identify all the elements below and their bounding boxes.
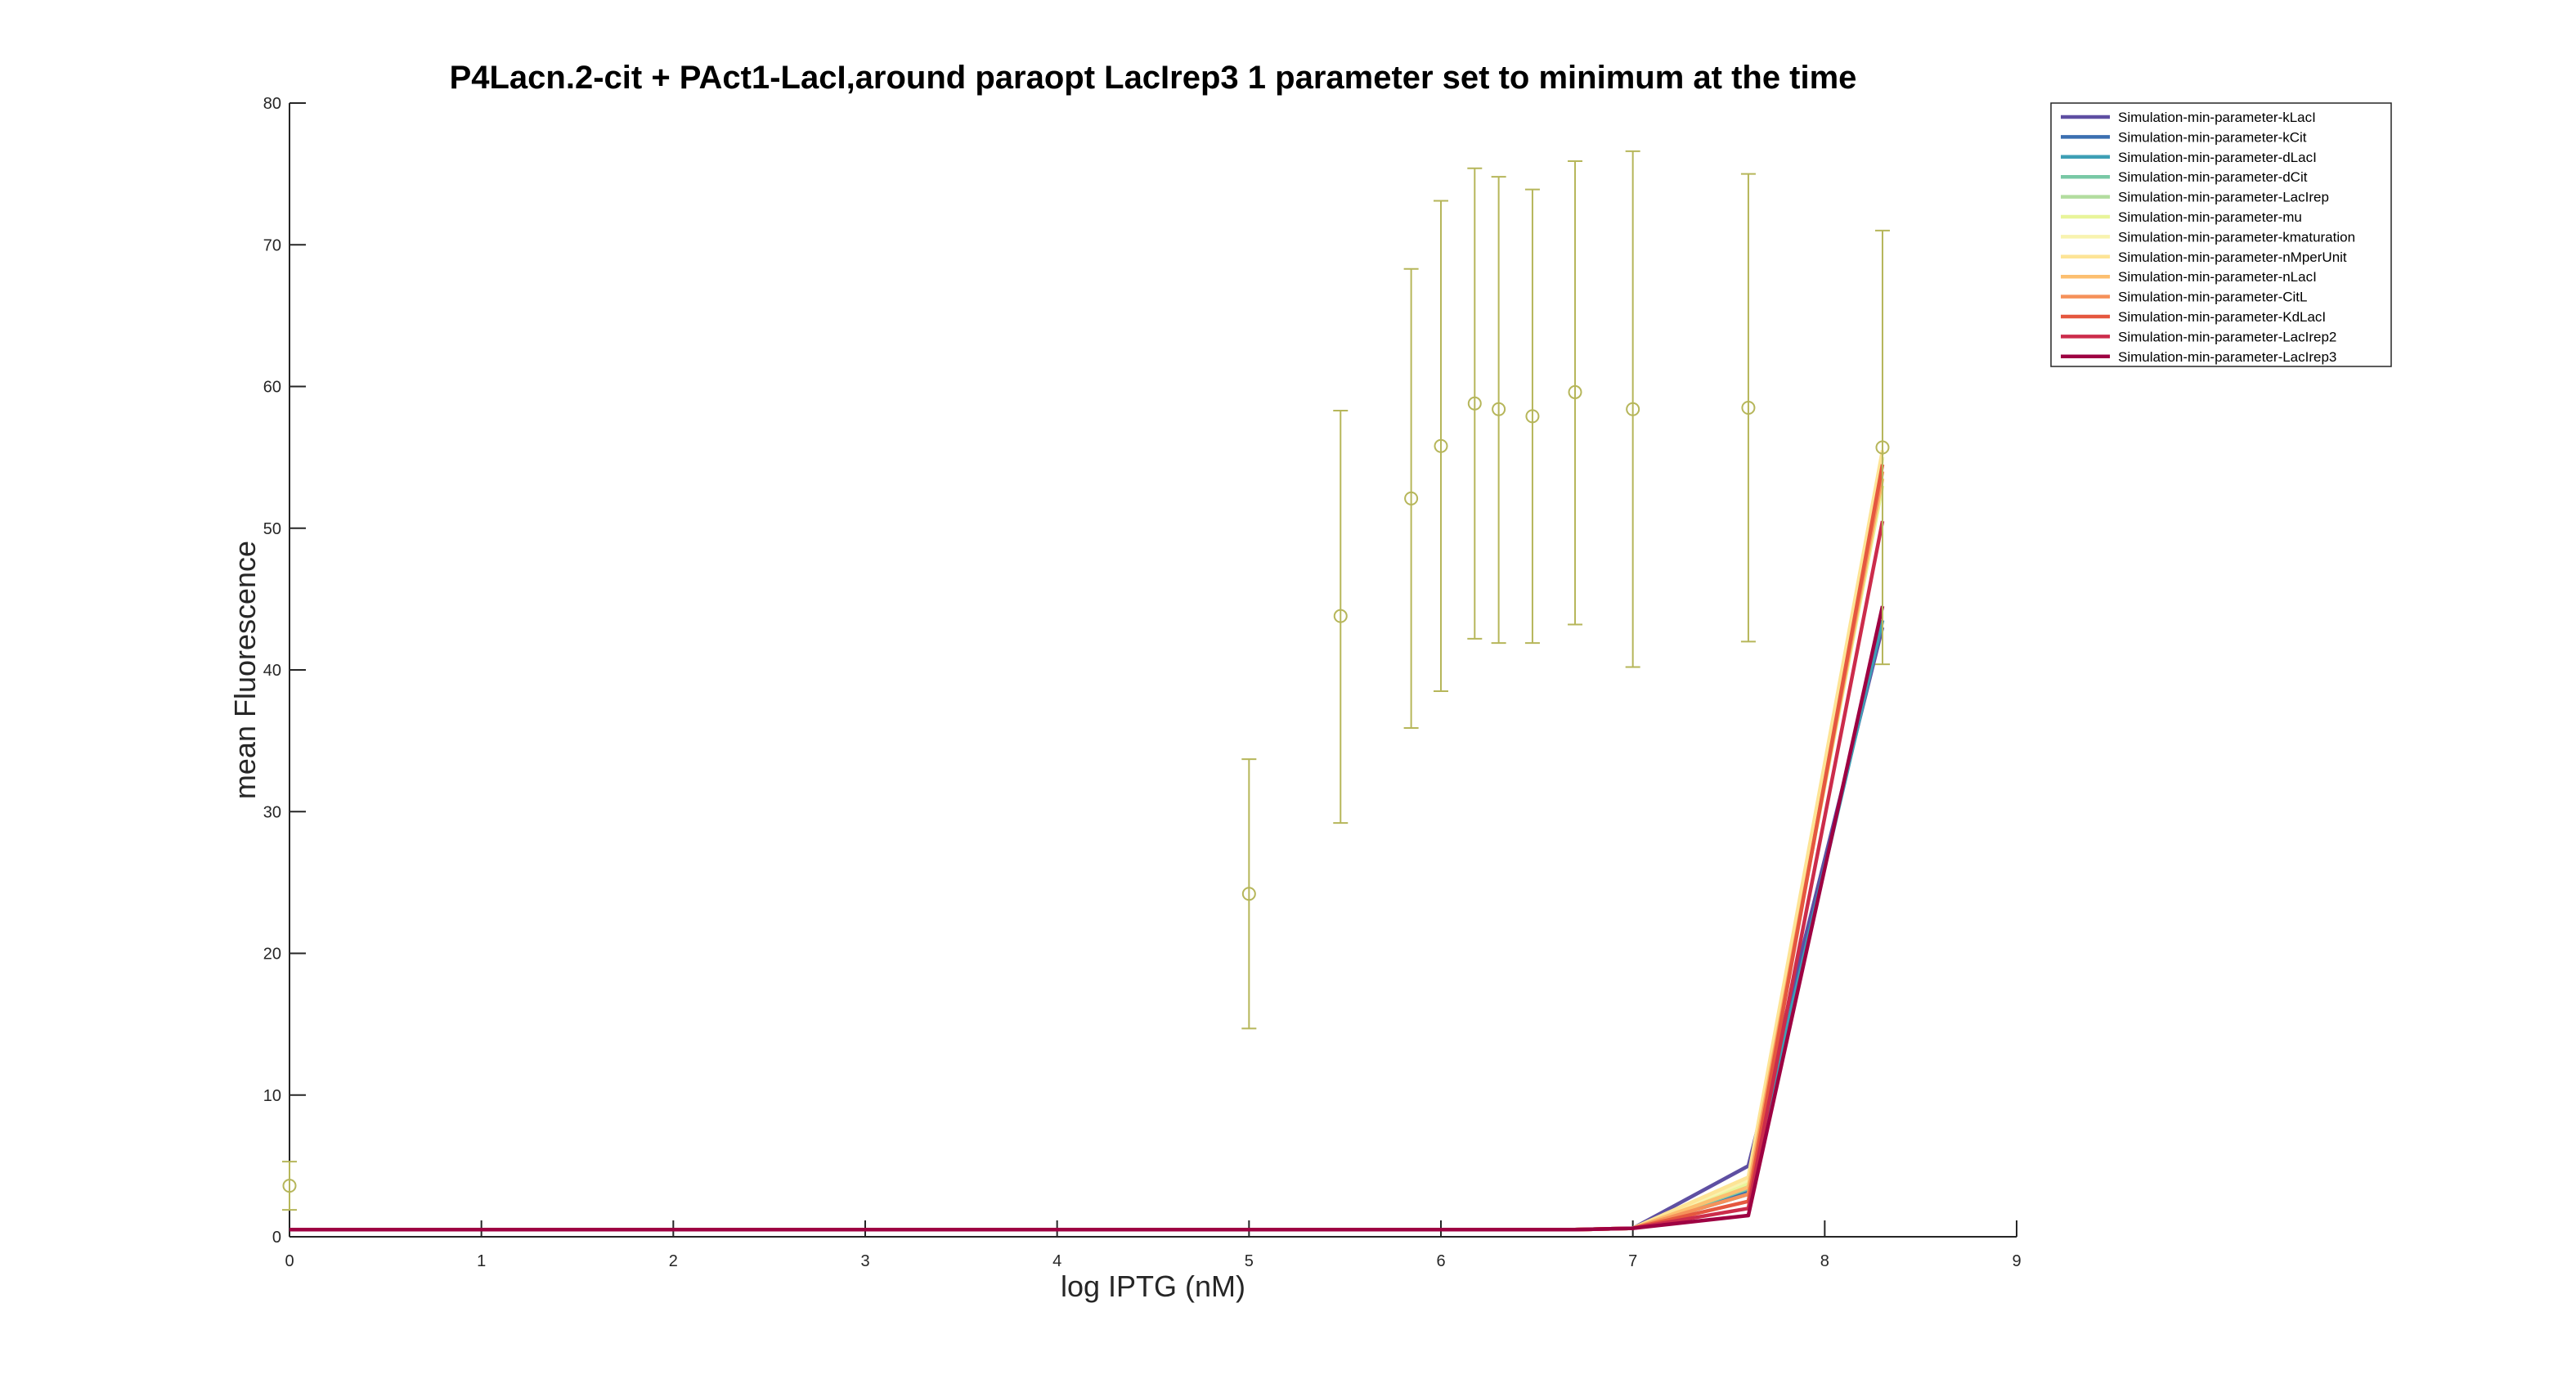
legend-label: Simulation-min-parameter-dLacI <box>2118 150 2317 165</box>
y-tick-label: 70 <box>263 236 281 254</box>
legend-label: Simulation-min-parameter-KdLacI <box>2118 309 2326 325</box>
y-tick-label: 80 <box>263 95 281 113</box>
chart-title: P4Lacn.2-cit + PAct1-LacI,around paraopt… <box>450 60 1857 96</box>
y-tick-label: 50 <box>263 520 281 538</box>
plot-area <box>289 103 2017 1237</box>
legend-box <box>2050 102 2392 367</box>
legend-label: Simulation-min-parameter-kCit <box>2118 129 2307 145</box>
legend-label: Simulation-min-parameter-dCit <box>2118 169 2308 185</box>
x-tick-label: 4 <box>1052 1252 1061 1270</box>
x-tick-label: 5 <box>1245 1252 1254 1270</box>
x-tick-label: 0 <box>285 1252 294 1270</box>
x-tick-label: 8 <box>1820 1252 1829 1270</box>
legend-label: Simulation-min-parameter-LacIrep <box>2118 190 2329 205</box>
legend: Simulation-min-parameter-kLacI Simulation… <box>2050 102 2392 367</box>
y-tick-label: 30 <box>263 803 281 821</box>
y-axis-label: mean Fluorescence <box>228 541 262 799</box>
y-tick-label: 20 <box>263 946 281 964</box>
measurement-point <box>1467 396 1482 411</box>
legend-label: Simulation-min-parameter-CitL <box>2118 290 2307 305</box>
measurement-point <box>1404 491 1419 506</box>
x-axis-label: log IPTG (nM) <box>1061 1269 1245 1303</box>
legend-label: Simulation-min-parameter-kmaturation <box>2118 229 2355 245</box>
y-tick-label: 60 <box>263 379 281 397</box>
measurement-point <box>1626 402 1640 416</box>
series-line <box>289 605 1885 1232</box>
measurement-point <box>1875 440 1890 455</box>
measurement-point <box>1525 409 1540 424</box>
legend-label: Simulation-min-parameter-nLacI <box>2118 269 2317 285</box>
x-tick-label: 1 <box>477 1252 486 1270</box>
legend-items: Simulation-min-parameter-kLacI Simulation… <box>2061 110 2355 365</box>
x-axis-ticks: 0 1 2 3 4 5 6 7 8 9 <box>285 1220 2022 1270</box>
measurement-point <box>1333 609 1348 623</box>
legend-label: Simulation-min-parameter-nMperUnit <box>2118 249 2347 265</box>
x-tick-label: 2 <box>669 1252 678 1270</box>
legend-label: Simulation-min-parameter-kLacI <box>2118 110 2316 125</box>
x-tick-label: 9 <box>2012 1252 2021 1270</box>
y-tick-label: 0 <box>272 1229 281 1247</box>
y-tick-label: 10 <box>263 1087 281 1105</box>
x-tick-label: 6 <box>1436 1252 1445 1270</box>
simulation-lines <box>289 450 1885 1232</box>
measurement-point <box>1434 438 1448 453</box>
legend-label: Simulation-min-parameter-LacIrep2 <box>2118 329 2336 344</box>
measurement-point <box>1492 402 1506 416</box>
y-axis-ticks: 0 10 20 30 40 50 60 70 80 <box>263 95 306 1247</box>
measurement-point <box>1241 887 1256 901</box>
measurement-point <box>1741 400 1756 415</box>
x-tick-label: 3 <box>860 1252 869 1270</box>
measurement-errorbars <box>282 150 1890 1211</box>
measurement-point <box>1568 384 1582 399</box>
axes: 0 1 2 3 4 5 6 7 8 9 0 10 20 30 40 50 60 70 80 <box>263 95 2022 1270</box>
legend-label: Simulation-min-parameter-mu <box>2118 209 2302 225</box>
y-tick-label: 40 <box>263 662 281 680</box>
x-tick-label: 7 <box>1628 1252 1637 1270</box>
measurement-point <box>282 1179 297 1193</box>
legend-label: Simulation-min-parameter-LacIrep3 <box>2118 349 2336 365</box>
